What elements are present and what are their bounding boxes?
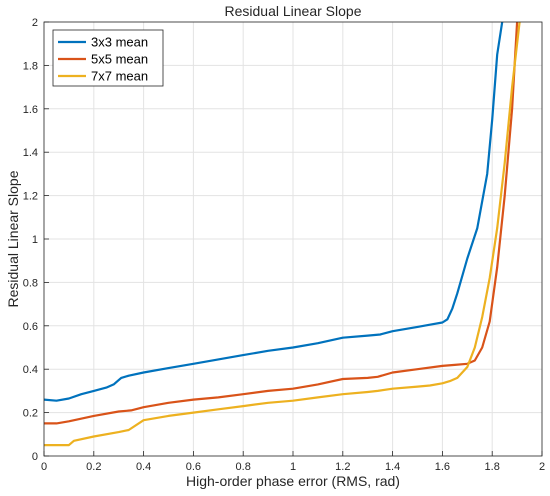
y-axis-label: Residual Linear Slope — [5, 170, 21, 307]
x-tick-label: 1.6 — [435, 461, 450, 473]
x-tick-labels: 0 0.2 0.4 0.6 0.8 1 1.2 1.4 1.6 1.8 2 — [41, 461, 545, 473]
y-tick-label: 0 — [32, 451, 38, 463]
series-line-2 — [44, 22, 519, 425]
y-tick-label: 1.6 — [23, 104, 38, 116]
y-tick-label: 1.4 — [23, 147, 38, 159]
series-lines — [44, 22, 521, 447]
x-tick-label: 1.2 — [335, 461, 350, 473]
x-tick-label: 0.2 — [86, 461, 101, 473]
legend-label-2: 5x5 mean — [91, 52, 148, 67]
x-tick-label: 0.6 — [186, 461, 201, 473]
x-tick-label: 0 — [41, 461, 47, 473]
y-tick-label: 1.8 — [23, 60, 38, 72]
x-axis-label: High-order phase error (RMS, rad) — [186, 473, 400, 489]
y-tick-label: 0.6 — [23, 321, 38, 333]
axis-ticks — [43, 21, 543, 457]
y-tick-label: 1 — [32, 234, 38, 246]
series-line-1 — [44, 22, 504, 402]
y-tick-label: 2 — [32, 17, 38, 29]
y-tick-label: 1.2 — [23, 191, 38, 203]
series-line-3 — [44, 22, 521, 447]
x-tick-label: 1.4 — [385, 461, 400, 473]
x-tick-label: 2 — [539, 461, 545, 473]
x-tick-label: 1 — [290, 461, 296, 473]
y-tick-label: 0.4 — [23, 364, 38, 376]
y-tick-labels: 0 0.2 0.4 0.6 0.8 1 1.2 1.4 1.6 1.8 2 — [23, 17, 38, 463]
x-tick-label: 0.4 — [136, 461, 151, 473]
y-tick-label: 0.2 — [23, 408, 38, 420]
legend-label-1: 3x3 mean — [91, 35, 148, 50]
legend: 3x3 mean 5x5 mean 7x7 mean — [52, 29, 164, 87]
chart-title: Residual Linear Slope — [225, 3, 362, 19]
y-tick-label: 0.8 — [23, 277, 38, 289]
x-tick-label: 0.8 — [236, 461, 251, 473]
legend-label-3: 7x7 mean — [91, 69, 148, 84]
x-tick-label: 1.8 — [485, 461, 500, 473]
